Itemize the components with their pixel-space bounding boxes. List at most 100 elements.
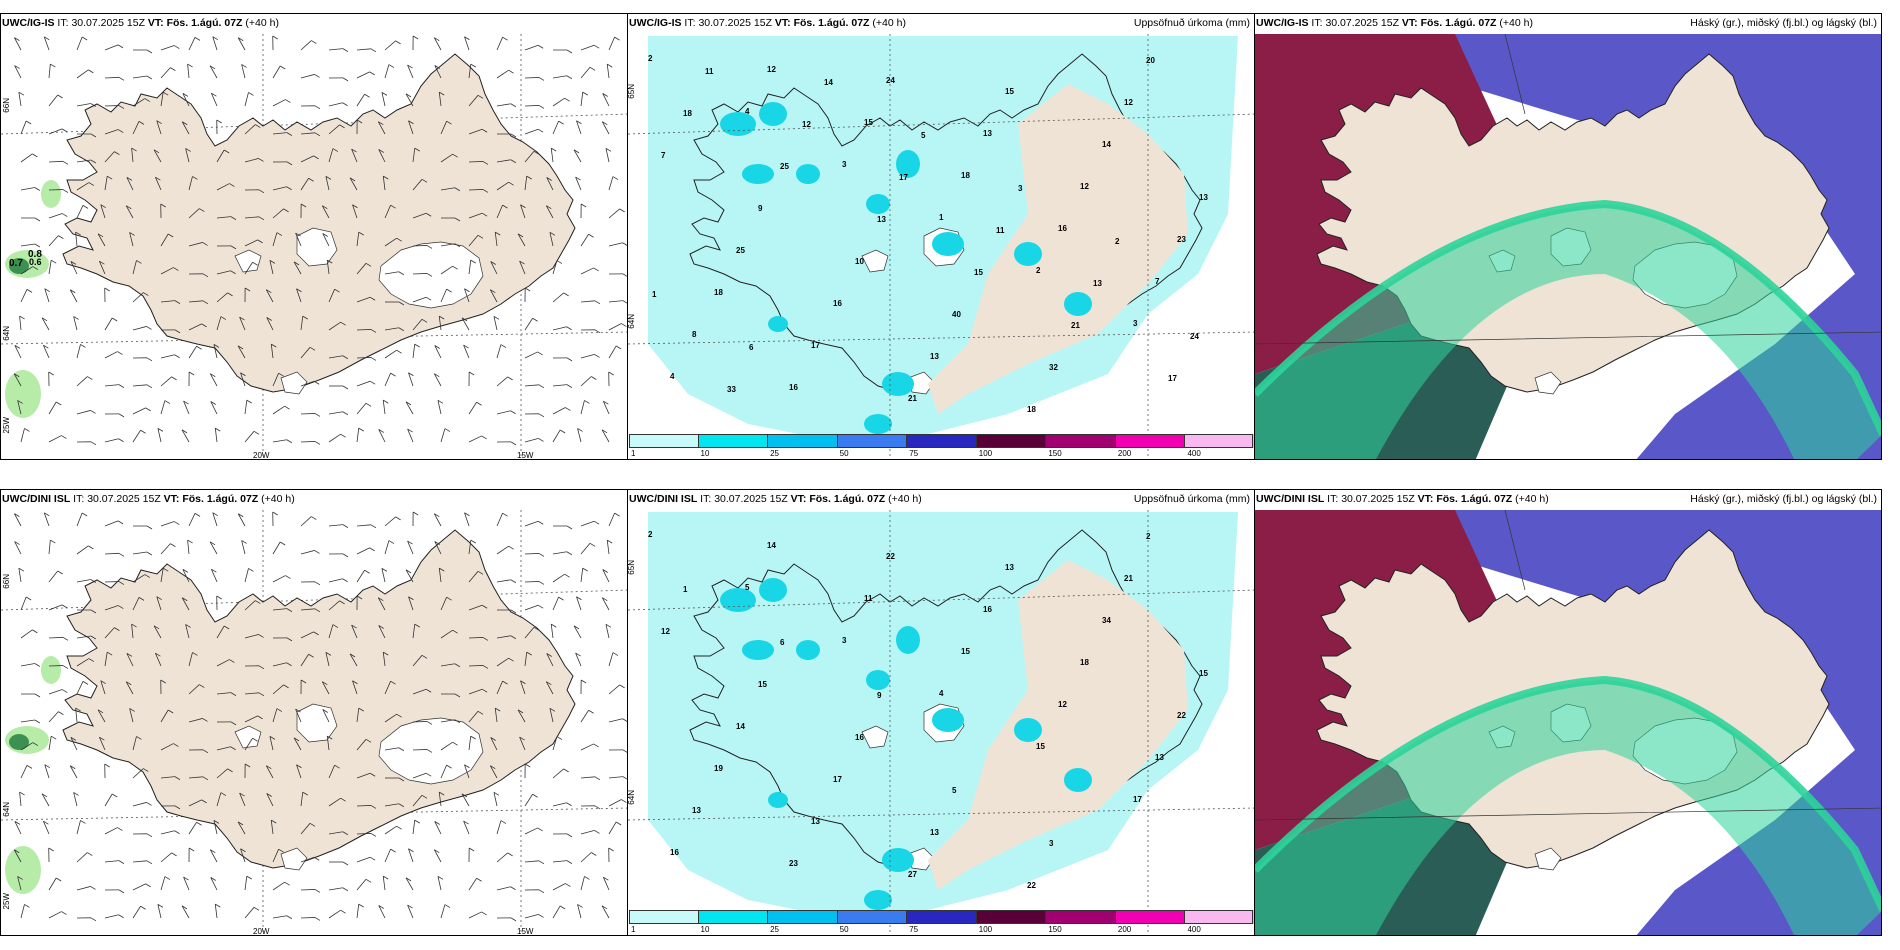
wind-map: [1, 490, 627, 935]
wind-barb: [552, 905, 561, 919]
wind-barb: [100, 204, 106, 219]
wind-barb-flag: [378, 625, 384, 629]
wind-map-panel-top[interactable]: UWC/IG-IS IT: 30.07.2025 15Z VT: Fös. 1.…: [0, 13, 628, 460]
wind-barb-flag: [364, 569, 370, 574]
wind-barb-flag: [117, 44, 124, 49]
wind-barb: [70, 737, 78, 751]
wind-barb: [496, 635, 511, 639]
wind-barb-flag: [293, 261, 300, 266]
wind-barb-flag: [390, 680, 396, 685]
wind-barb-flag: [146, 802, 152, 806]
wind-barb: [48, 736, 52, 751]
wind-barb-flag: [439, 567, 445, 572]
colorbar-swatch: [698, 434, 769, 448]
wind-barb: [608, 821, 617, 835]
colorbar-tick: 10: [700, 449, 710, 458]
precip-value: 9: [758, 204, 763, 213]
colorbar-tick: 50: [839, 925, 849, 934]
wind-barb: [546, 653, 554, 667]
wind-barb-flag: [532, 793, 538, 798]
wind-barb-flag: [62, 160, 69, 165]
wind-barb-flag: [426, 749, 433, 753]
wind-barb: [496, 69, 509, 79]
wind-barb: [440, 187, 455, 191]
wind-barb-flag: [577, 428, 583, 432]
wind-barb: [524, 581, 540, 583]
wind-barb-flag: [174, 830, 180, 835]
wind-barb: [440, 764, 447, 779]
wind-barb-flag: [162, 91, 169, 96]
wind-barb-flag: [258, 665, 265, 670]
colorbar-swatch: [629, 434, 699, 448]
cloud-map-panel-top[interactable]: UWC/IG-IS IT: 30.07.2025 15Z VT: Fös. 1.…: [1254, 13, 1882, 460]
wind-barb: [272, 439, 287, 443]
precip-value: 2: [648, 530, 653, 539]
wind-barb: [549, 232, 554, 247]
wind-barb-flag: [358, 903, 364, 908]
wind-barb-flag: [507, 852, 513, 857]
wind-barb-flag: [558, 596, 564, 601]
wind-barb-flag: [32, 629, 38, 634]
wind-barb-flag: [227, 292, 233, 297]
wind-barb: [76, 579, 91, 583]
precip-map-panel-top[interactable]: UWC/IG-IS IT: 30.07.2025 15Z VT: Fös. 1.…: [627, 13, 1255, 460]
wind-barb-flag: [446, 120, 452, 125]
wind-barb-flag: [230, 746, 236, 751]
wind-barb: [496, 820, 502, 835]
wind-map: [1, 14, 627, 459]
wind-barb-flag: [70, 261, 77, 265]
wind-barb: [244, 876, 248, 891]
wind-barb: [552, 407, 566, 415]
wind-barb-flag: [192, 652, 198, 656]
wind-barb-flag: [87, 376, 93, 380]
wind-barb: [272, 662, 287, 667]
wind-barb-flag: [351, 148, 357, 153]
wind-barb: [209, 541, 218, 555]
precip-map-panel-bottom[interactable]: UWC/DINI ISL IT: 30.07.2025 15Z VT: Fös.…: [627, 489, 1255, 936]
wind-barb-flag: [118, 552, 125, 557]
wind-barb-flag: [508, 657, 514, 662]
wind-barb-flag: [533, 626, 540, 631]
wind-barb: [603, 401, 610, 415]
wind-barb: [210, 401, 218, 415]
wind-barb-flag: [313, 856, 320, 861]
wind-barb: [517, 709, 526, 723]
wind-barb-flag: [34, 187, 40, 191]
wind-barb-flag: [201, 799, 207, 804]
wind-barb: [48, 213, 63, 219]
wind-barb-flag: [255, 124, 261, 128]
wind-barb: [188, 822, 197, 835]
wind-barb: [20, 153, 33, 163]
wind-barb-flag: [90, 159, 97, 164]
wind-barb: [412, 344, 416, 359]
wind-barb: [494, 232, 498, 247]
wind-barb-flag: [194, 513, 201, 517]
wind-barb: [468, 911, 482, 919]
wind-barb: [351, 148, 358, 163]
wind-barb: [496, 181, 509, 191]
cloud-map-panel-bottom[interactable]: UWC/DINI ISL IT: 30.07.2025 15Z VT: Fös.…: [1254, 489, 1882, 936]
wind-barb-flag: [575, 176, 581, 181]
wind-barb: [188, 776, 203, 779]
wind-barb: [104, 317, 113, 331]
wind-barb: [132, 883, 146, 891]
wind-barb-flag: [272, 35, 278, 40]
wind-barb: [573, 625, 582, 639]
wind-barb-flag: [202, 718, 208, 722]
wind-barb: [552, 883, 566, 891]
wind-barb: [188, 684, 200, 695]
wind-barb-flag: [510, 410, 516, 415]
wind-barb: [580, 543, 591, 555]
wind-barb-flag: [593, 743, 599, 748]
precip-cell: [1064, 768, 1092, 792]
wind-barb: [188, 718, 203, 723]
wind-barb-flag: [26, 289, 33, 293]
wind-barb: [378, 905, 386, 919]
wind-barb: [349, 177, 358, 191]
wind-barb: [14, 345, 22, 359]
wind-barb: [244, 124, 256, 135]
wind-barb-flag: [342, 524, 349, 528]
wind-map-panel-bottom[interactable]: UWC/DINI ISL IT: 30.07.2025 15Z VT: Fös.…: [0, 489, 628, 936]
wind-barb-flag: [383, 175, 389, 180]
wind-barb: [384, 803, 399, 807]
